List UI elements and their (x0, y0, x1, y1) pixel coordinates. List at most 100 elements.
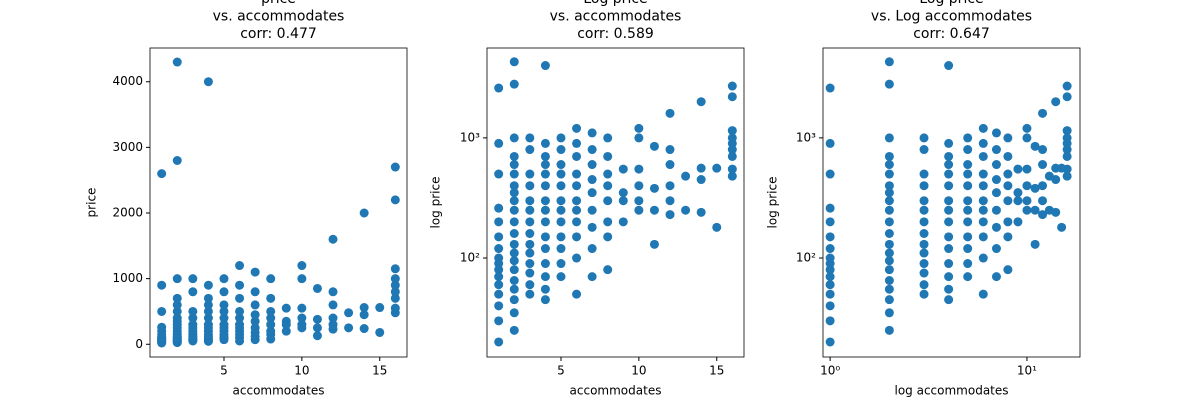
point (157, 169, 167, 179)
point (825, 301, 835, 311)
point (572, 289, 582, 299)
point (494, 232, 504, 242)
point (727, 164, 737, 174)
point (203, 320, 213, 330)
chart-title: corr: 0.647 (913, 26, 990, 42)
axes-frame (822, 47, 1081, 358)
point (494, 301, 504, 311)
point (525, 145, 535, 155)
point (825, 83, 835, 93)
point (978, 151, 988, 161)
point (157, 306, 167, 316)
point (1057, 222, 1067, 232)
y-tick-label: 3000 (112, 140, 143, 154)
point (494, 272, 504, 282)
point (390, 195, 400, 205)
point (572, 181, 582, 191)
point (884, 239, 894, 249)
point (649, 141, 659, 151)
point (172, 57, 182, 67)
point (540, 232, 550, 242)
point (991, 188, 1001, 198)
point (494, 244, 504, 254)
point (665, 196, 675, 206)
point (884, 284, 894, 294)
point (587, 205, 597, 215)
point (587, 175, 597, 185)
point (1062, 164, 1072, 174)
point (172, 274, 182, 284)
point (157, 322, 167, 332)
point (556, 133, 566, 143)
point (1013, 164, 1023, 174)
point (1013, 196, 1023, 206)
y-tick-label: 4000 (112, 74, 143, 88)
point (963, 145, 973, 155)
point (509, 248, 519, 258)
point (328, 234, 338, 244)
point (649, 183, 659, 193)
point (1051, 175, 1061, 185)
point (250, 300, 260, 310)
point (825, 337, 835, 347)
point (556, 244, 566, 254)
point (1038, 210, 1048, 220)
point (375, 327, 385, 337)
point (312, 323, 322, 333)
point (172, 293, 182, 303)
point (884, 256, 894, 266)
point (603, 232, 613, 242)
point (281, 326, 291, 336)
chart-title: price (261, 0, 296, 7)
y-tick-label: 10³ (460, 130, 480, 144)
point (219, 306, 229, 316)
point (556, 169, 566, 179)
point (540, 181, 550, 191)
point (963, 169, 973, 179)
point (991, 128, 1001, 138)
point (603, 151, 613, 161)
point (203, 280, 213, 290)
point (884, 57, 894, 67)
point (1038, 145, 1048, 155)
point (390, 280, 400, 290)
point (540, 61, 550, 71)
point (944, 151, 954, 161)
point (509, 325, 519, 335)
point (1003, 169, 1013, 179)
point (525, 205, 535, 215)
point (172, 313, 182, 323)
point (919, 280, 929, 290)
point (884, 79, 894, 89)
point (328, 320, 338, 330)
point (219, 274, 229, 284)
point (540, 272, 550, 282)
point (1022, 196, 1032, 206)
point (203, 300, 213, 310)
point (188, 306, 198, 316)
point (649, 205, 659, 215)
x-tick-label: 10 (294, 364, 309, 378)
x-tick-label: 15 (372, 364, 387, 378)
point (587, 272, 597, 282)
point (944, 217, 954, 227)
point (665, 108, 675, 118)
point (297, 313, 307, 323)
chart-title: vs. accommodates (550, 9, 682, 25)
point (219, 320, 229, 330)
point (556, 181, 566, 191)
point (884, 151, 894, 161)
point (359, 303, 369, 313)
point (665, 145, 675, 155)
point (618, 188, 628, 198)
point (250, 267, 260, 277)
point (359, 324, 369, 334)
point (540, 196, 550, 206)
point (963, 196, 973, 206)
point (1038, 160, 1048, 170)
point (312, 331, 322, 341)
point (297, 303, 307, 313)
point (375, 303, 385, 313)
point (172, 300, 182, 310)
